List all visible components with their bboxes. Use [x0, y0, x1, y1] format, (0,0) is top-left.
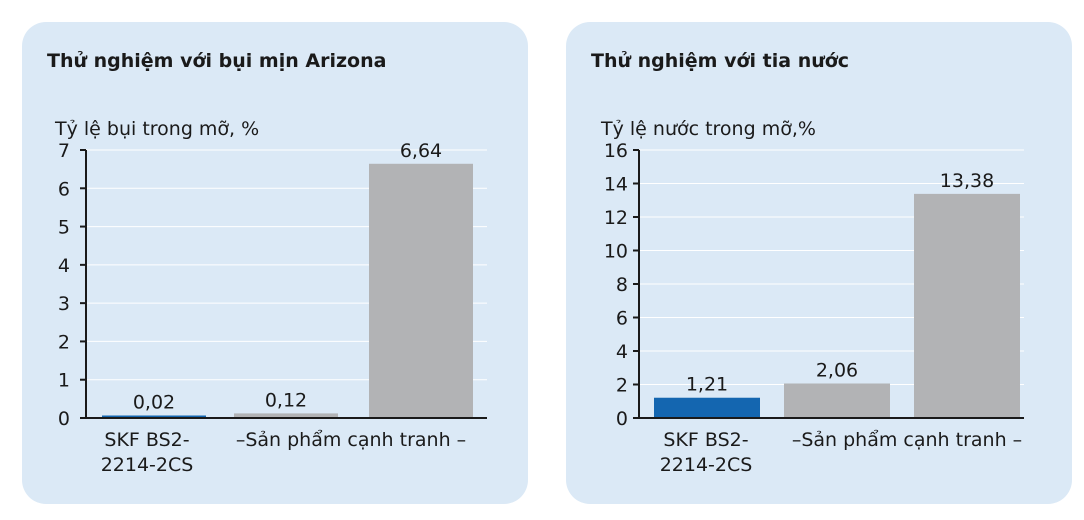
category-label-competitor: –Sản phẩm cạnh tranh –	[236, 429, 466, 451]
y-tick-label: 7	[58, 140, 70, 162]
water-jet-test-panel: Thử nghiệm với tia nước Tỷ lệ nước trong…	[566, 22, 1072, 504]
y-tick-label: 5	[58, 217, 70, 239]
y-tick-label: 4	[616, 341, 628, 363]
bar-value-label: 13,38	[940, 170, 994, 192]
y-tick-label: 0	[58, 408, 70, 430]
bar-competitor	[784, 383, 890, 418]
y-tick-labels: 0 2 4 6 8 10 12 14 16	[604, 140, 639, 430]
y-tick-label: 14	[604, 174, 628, 196]
y-tick-label: 1	[58, 370, 70, 392]
bar-skf	[102, 415, 206, 418]
bar-skf	[654, 397, 760, 418]
bar-competitor	[914, 193, 1020, 418]
y-tick-label: 6	[58, 178, 70, 200]
category-label-skf-line1: SKF BS2-	[104, 429, 189, 451]
bar-value-label: 2,06	[816, 359, 858, 381]
y-tick-label: 16	[604, 140, 628, 162]
dust-test-chart: Thử nghiệm với bụi mịn Arizona Tỷ lệ bụi…	[47, 50, 487, 476]
dust-test-panel: Thử nghiệm với bụi mịn Arizona Tỷ lệ bụi…	[22, 22, 528, 504]
y-tick-label: 10	[604, 241, 628, 263]
y-tick-label: 2	[58, 331, 70, 353]
chart-title: Thử nghiệm với tia nước	[591, 50, 849, 72]
y-tick-label: 3	[58, 293, 70, 315]
value-labels: 0,02 0,12 6,64	[133, 140, 442, 414]
category-label-skf-line2: 2214-2CS	[101, 454, 194, 476]
water-jet-test-chart: Thử nghiệm với tia nước Tỷ lệ nước trong…	[591, 50, 1024, 476]
category-label-skf-line2: 2214-2CS	[660, 454, 753, 476]
y-tick-labels: 0 1 2 3 4 5 6 7	[58, 140, 86, 430]
y-tick-label: 2	[616, 375, 628, 397]
gridlines	[86, 149, 487, 381]
bar-value-label: 6,64	[400, 140, 442, 162]
y-tick-label: 0	[616, 408, 628, 430]
bars	[102, 163, 473, 418]
category-label-skf-line1: SKF BS2-	[663, 429, 748, 451]
value-labels: 1,21 2,06 13,38	[686, 170, 994, 396]
bar-competitor	[369, 163, 473, 418]
bar-value-label: 0,02	[133, 392, 175, 414]
chart-title: Thử nghiệm với bụi mịn Arizona	[47, 50, 386, 72]
y-axis-label: Tỷ lệ bụi trong mỡ, %	[54, 118, 259, 140]
bar-competitor	[234, 413, 338, 418]
bar-value-label: 0,12	[265, 389, 307, 411]
bar-value-label: 1,21	[686, 374, 728, 396]
bars	[654, 193, 1020, 418]
category-label-competitor: –Sản phẩm cạnh tranh –	[792, 429, 1022, 451]
y-tick-label: 6	[616, 308, 628, 330]
y-tick-label: 4	[58, 255, 70, 277]
y-axis-label: Tỷ lệ nước trong mỡ,%	[600, 118, 816, 140]
y-tick-label: 12	[604, 207, 628, 229]
y-tick-label: 8	[616, 274, 628, 296]
